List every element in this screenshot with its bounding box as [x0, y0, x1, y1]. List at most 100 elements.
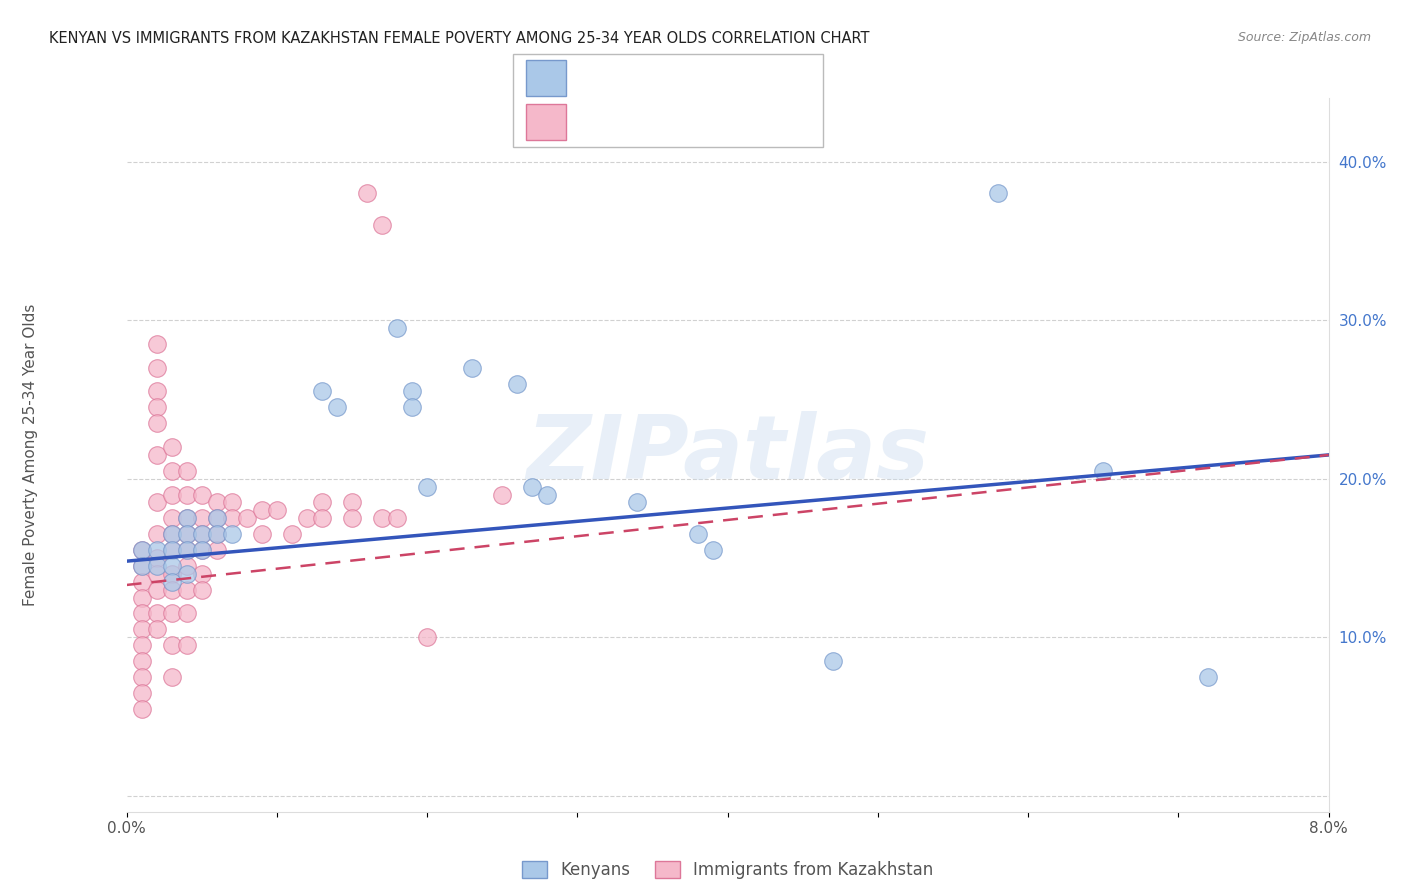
Point [176, 558, 198, 573]
Point [160, 566, 183, 581]
Point [821, 654, 844, 668]
Point [506, 376, 529, 391]
Point [145, 360, 167, 375]
Text: Female Poverty Among 25-34 Year Olds: Female Poverty Among 25-34 Year Olds [24, 304, 38, 606]
Point [371, 218, 394, 232]
Point [416, 630, 439, 644]
Point [160, 607, 183, 621]
Point [160, 527, 183, 541]
Point [145, 623, 167, 637]
Point [190, 543, 212, 558]
Point [205, 511, 228, 525]
Text: 0.164: 0.164 [616, 69, 672, 87]
Point [145, 527, 167, 541]
Point [401, 384, 423, 399]
Point [160, 670, 183, 684]
Text: R =: R = [578, 113, 617, 131]
Point [356, 186, 378, 201]
Point [176, 638, 198, 652]
FancyBboxPatch shape [513, 54, 823, 147]
Point [145, 558, 167, 573]
Point [190, 487, 212, 501]
Point [1092, 464, 1115, 478]
Point [160, 440, 183, 454]
Point [205, 543, 228, 558]
Point [160, 543, 183, 558]
Point [522, 480, 544, 494]
Point [160, 487, 183, 501]
Text: R =: R = [578, 69, 617, 87]
Point [311, 495, 333, 509]
Text: KENYAN VS IMMIGRANTS FROM KAZAKHSTAN FEMALE POVERTY AMONG 25-34 YEAR OLDS CORREL: KENYAN VS IMMIGRANTS FROM KAZAKHSTAN FEM… [49, 31, 870, 46]
Point [131, 574, 153, 589]
Point [131, 686, 153, 700]
FancyBboxPatch shape [526, 104, 565, 140]
Point [626, 495, 648, 509]
Point [250, 503, 273, 517]
Text: 72: 72 [733, 113, 758, 131]
Point [205, 495, 228, 509]
Point [205, 527, 228, 541]
Point [176, 582, 198, 597]
Point [131, 638, 153, 652]
Text: N =: N = [693, 113, 733, 131]
Point [176, 607, 198, 621]
Point [131, 701, 153, 715]
Point [340, 495, 363, 509]
Point [176, 566, 198, 581]
Point [145, 566, 167, 581]
Point [686, 527, 709, 541]
Point [131, 591, 153, 605]
Point [250, 527, 273, 541]
Point [385, 321, 408, 335]
Point [221, 511, 243, 525]
Point [176, 511, 198, 525]
Point [987, 186, 1010, 201]
Point [131, 558, 153, 573]
Point [190, 511, 212, 525]
Point [205, 527, 228, 541]
Text: 0.175: 0.175 [616, 113, 672, 131]
Point [145, 543, 167, 558]
Point [1197, 670, 1219, 684]
Point [340, 511, 363, 525]
Point [131, 654, 153, 668]
Point [205, 511, 228, 525]
Point [160, 582, 183, 597]
Text: Source: ZipAtlas.com: Source: ZipAtlas.com [1237, 31, 1371, 45]
Point [145, 384, 167, 399]
Point [145, 607, 167, 621]
Point [160, 527, 183, 541]
Point [176, 527, 198, 541]
Point [190, 566, 212, 581]
Point [160, 638, 183, 652]
Point [281, 527, 304, 541]
Point [311, 384, 333, 399]
Point [160, 511, 183, 525]
Point [145, 495, 167, 509]
Point [295, 511, 318, 525]
Point [401, 401, 423, 415]
Point [491, 487, 513, 501]
Point [536, 487, 558, 501]
Point [266, 503, 288, 517]
Point [131, 607, 153, 621]
Point [190, 527, 212, 541]
Point [176, 487, 198, 501]
Point [176, 543, 198, 558]
Point [311, 511, 333, 525]
Point [145, 551, 167, 566]
Point [131, 623, 153, 637]
Point [221, 527, 243, 541]
Point [416, 480, 439, 494]
Point [176, 511, 198, 525]
Point [190, 527, 212, 541]
Point [145, 448, 167, 462]
Point [176, 464, 198, 478]
Point [190, 582, 212, 597]
Text: N =: N = [693, 69, 733, 87]
Point [160, 574, 183, 589]
Point [131, 543, 153, 558]
Legend: Kenyans, Immigrants from Kazakhstan: Kenyans, Immigrants from Kazakhstan [515, 854, 941, 886]
Point [160, 464, 183, 478]
